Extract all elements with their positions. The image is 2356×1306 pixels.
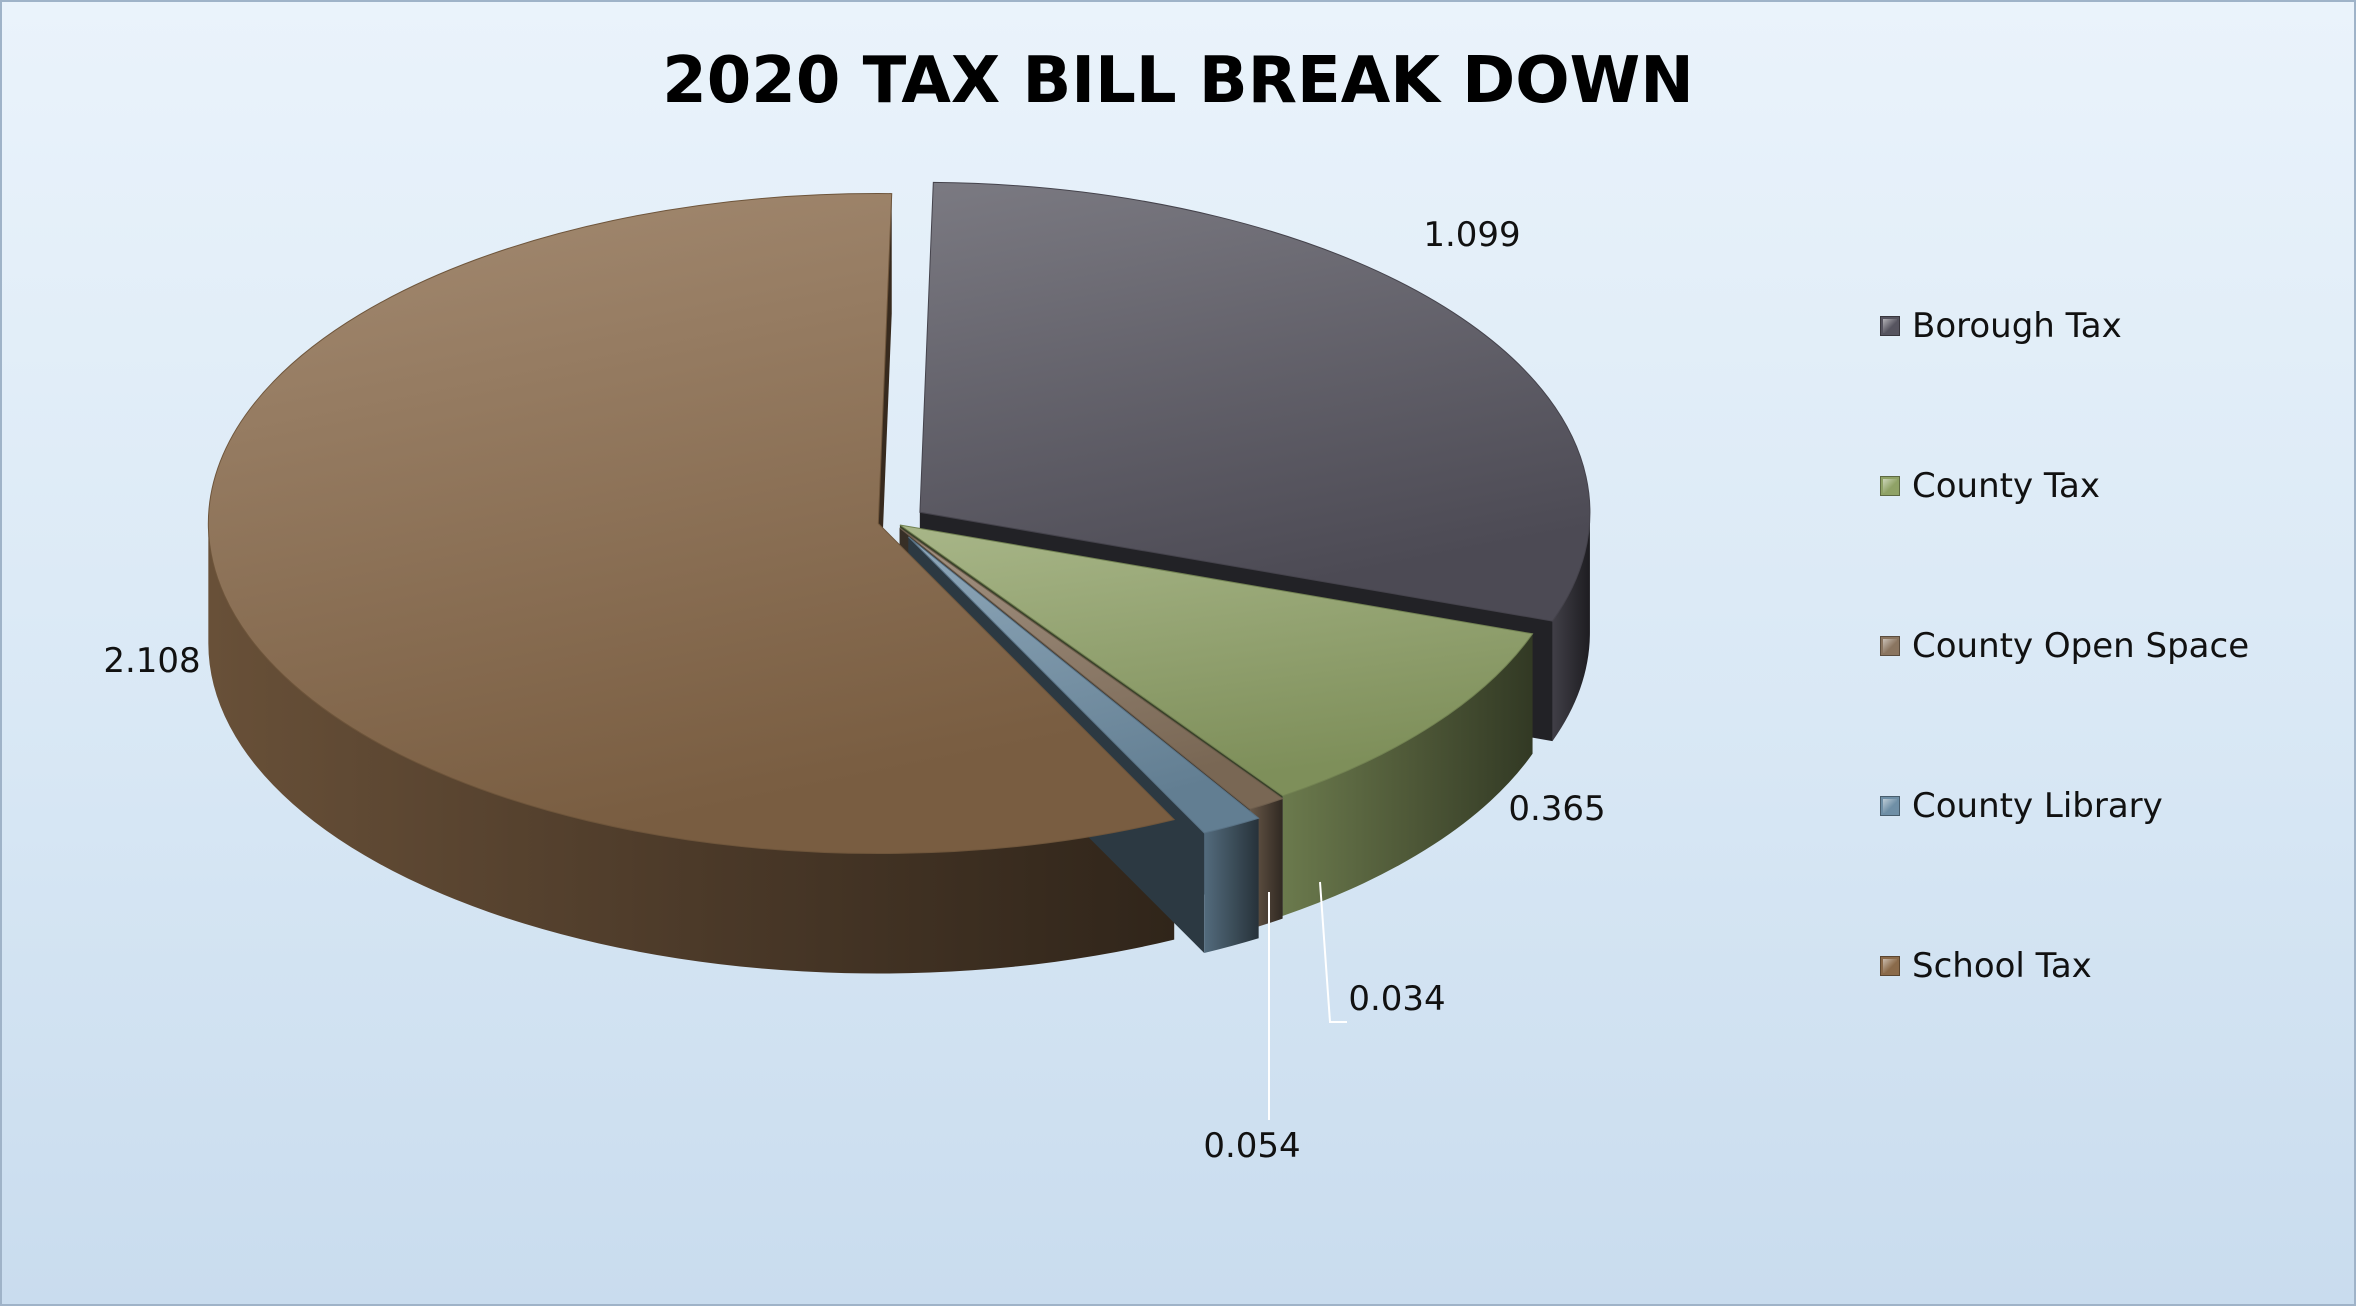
legend-swatch-county-library: [1880, 796, 1900, 816]
leader-line-county-open-space: [1319, 881, 1347, 1023]
data-label-borough-tax: 1.099: [1423, 215, 1520, 255]
pie-slice-county-tax: [899, 524, 1534, 797]
data-label-school-tax: 2.108: [103, 641, 200, 681]
pie-slice-school-tax: [207, 193, 1176, 855]
pie-side-school-tax: [208, 523, 1175, 974]
legend-label-county-tax: County Tax: [1912, 466, 2100, 506]
pie-slice-county-open-space: [899, 527, 1284, 810]
data-label-county-open-space: 0.034: [1348, 979, 1445, 1019]
legend-label-borough-tax: Borough Tax: [1912, 306, 2122, 346]
data-label-county-library: 0.054: [1203, 1126, 1300, 1166]
data-label-county-tax: 0.365: [1508, 789, 1605, 829]
legend-item-county-tax: County Tax: [1880, 462, 2100, 510]
chart-title: 2020 TAX BILL BREAK DOWN: [662, 44, 1694, 118]
legend-swatch-county-open-space: [1880, 636, 1900, 656]
pie-slice-county-library: [908, 536, 1260, 834]
pie-side-county-library: [1204, 818, 1259, 953]
legend-item-county-open-space: County Open Space: [1880, 622, 2249, 670]
pie-slice-borough-tax: [919, 181, 1591, 622]
pie-side-borough-tax: [1552, 512, 1590, 742]
legend-label-school-tax: School Tax: [1912, 946, 2092, 986]
legend-swatch-borough-tax: [1880, 316, 1900, 336]
legend-label-county-open-space: County Open Space: [1912, 626, 2250, 666]
legend-item-school-tax: School Tax: [1880, 942, 2092, 990]
pie-side-county-tax: [1282, 633, 1533, 916]
legend-label-county-library: County Library: [1912, 786, 2163, 826]
legend-swatch-school-tax: [1880, 956, 1900, 976]
legend-swatch-county-tax: [1880, 476, 1900, 496]
legend-item-borough-tax: Borough Tax: [1880, 302, 2122, 350]
legend-item-county-library: County Library: [1880, 782, 2163, 830]
